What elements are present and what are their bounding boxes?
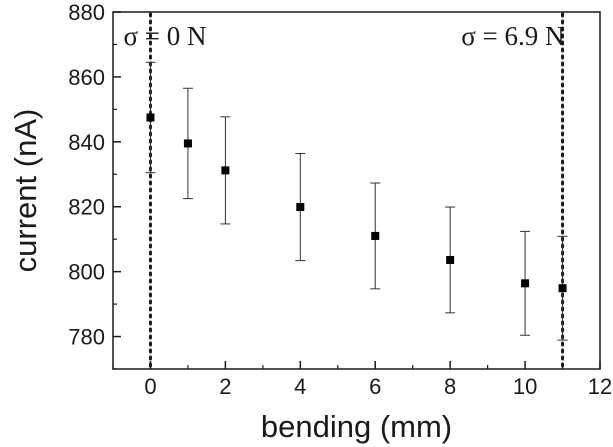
ticks-layer: 0 2 4 6 8 10 12 780 800 820 840 860 880 (68, 0, 612, 399)
data-point (521, 279, 530, 288)
x-tick-label: 2 (219, 374, 231, 399)
y-tick-label: 800 (68, 260, 105, 285)
y-tick-label: 880 (68, 0, 105, 25)
x-tick-label: 10 (513, 374, 537, 399)
x-tick-label: 6 (369, 374, 381, 399)
data-point (296, 203, 305, 212)
y-axis-title: current (nA) (8, 109, 43, 273)
y-tick-label: 860 (68, 65, 105, 90)
reference-label: σ = 0 N (123, 21, 206, 51)
data-point (371, 231, 380, 240)
x-tick-label: 8 (444, 374, 456, 399)
y-tick-label: 780 (68, 325, 105, 350)
x-tick-label: 4 (294, 374, 306, 399)
reference-label: σ = 6.9 N (461, 21, 564, 51)
x-axis-title: bending (mm) (261, 409, 452, 444)
data-point (221, 166, 230, 175)
reference-lines: σ = 0 N σ = 6.9 N (123, 12, 565, 371)
x-tick-label: 12 (588, 374, 612, 399)
y-tick-label: 840 (68, 130, 105, 155)
data-point (183, 139, 192, 148)
error-bars (145, 61, 568, 341)
data-point (446, 255, 455, 264)
data-point (558, 284, 567, 293)
x-tick-label: 0 (144, 374, 156, 399)
data-point (146, 113, 155, 122)
y-tick-label: 820 (68, 195, 105, 220)
plot-frame (112, 11, 601, 370)
data-points (146, 113, 567, 293)
